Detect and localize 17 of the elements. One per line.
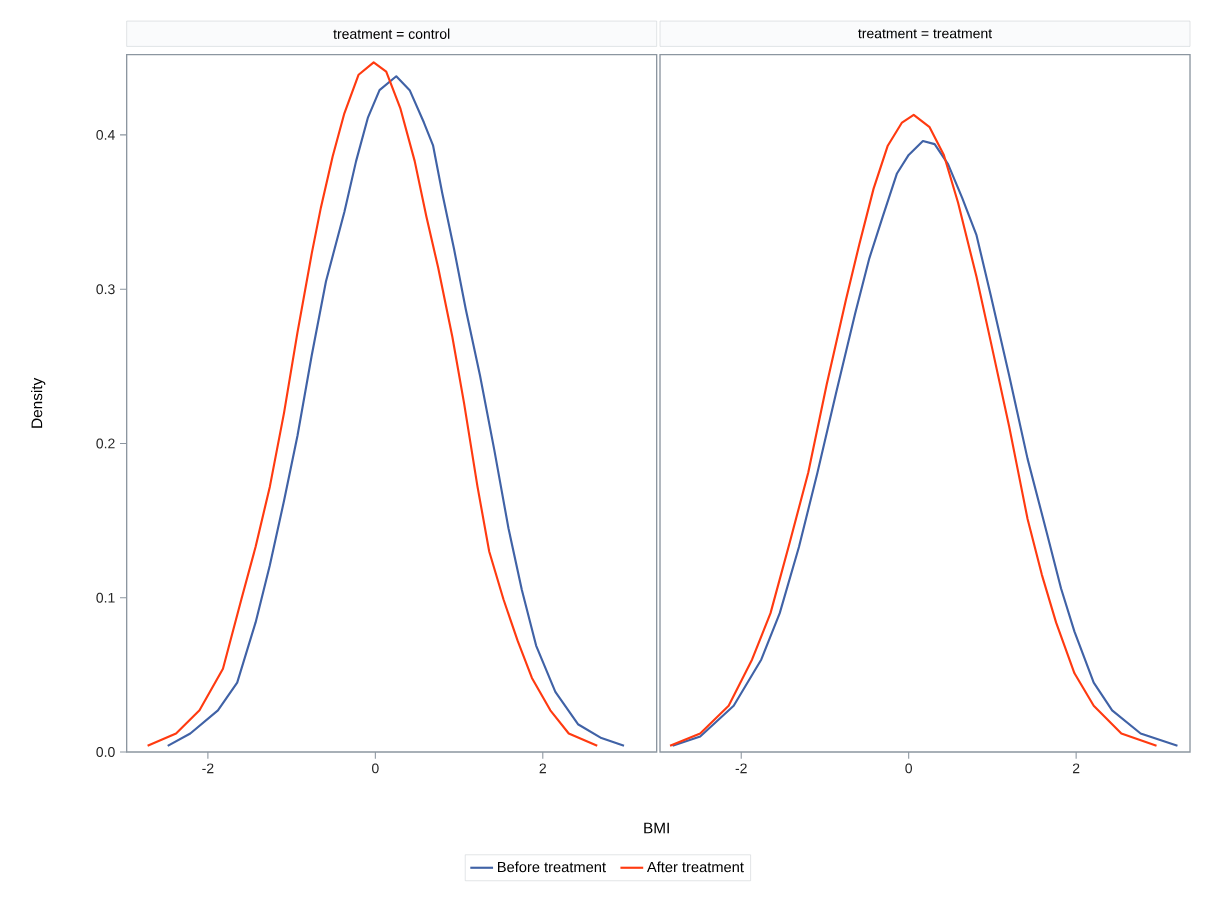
x-tick-label: 0: [372, 763, 379, 774]
y-tick-label: 0.3: [96, 284, 115, 295]
legend-label: After treatment: [646, 861, 744, 873]
x-tick-label: -2: [202, 763, 214, 774]
y-tick-label: 0.0: [96, 747, 115, 757]
y-tick-label: 0.2: [96, 438, 115, 449]
x-tick-label: 0: [905, 763, 913, 774]
y-tick-label: 0.1: [96, 592, 115, 603]
chart-title: treatment = treatment: [858, 29, 993, 39]
chart-title: treatment = control: [333, 28, 450, 39]
y-tick-label: 0.4: [96, 129, 115, 140]
y-axis-title: Density: [31, 377, 46, 428]
x-tick-label: 2: [1072, 763, 1080, 774]
x-tick-label: -2: [735, 763, 747, 774]
x-tick-label: 2: [539, 763, 546, 774]
legend-label: Before treatment: [498, 861, 606, 873]
x-axis-title: BMI: [644, 822, 669, 834]
